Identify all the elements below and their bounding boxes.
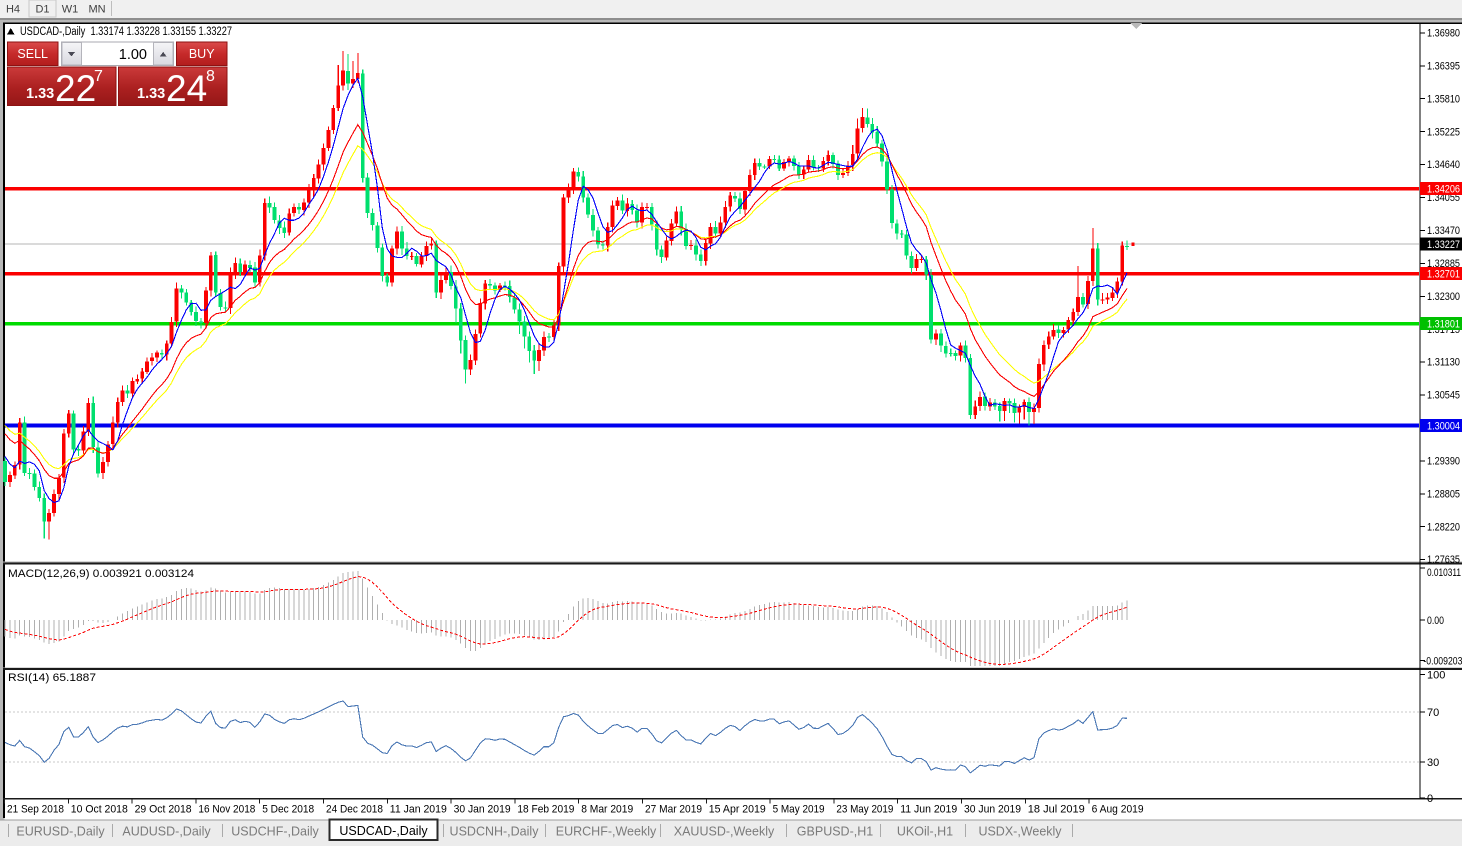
svg-text:W1: W1 <box>62 4 79 16</box>
svg-text:D1: D1 <box>35 4 49 16</box>
svg-text:GBPUSD-,H1: GBPUSD-,H1 <box>797 825 873 839</box>
svg-text:1.36395: 1.36395 <box>1427 60 1460 72</box>
svg-text:1.35225: 1.35225 <box>1427 126 1460 138</box>
svg-text:USDCAD-,Daily 1.33174 1.33228: USDCAD-,Daily 1.33174 1.33228 1.33155 1.… <box>20 26 232 38</box>
svg-text:1.31801: 1.31801 <box>1427 319 1460 331</box>
svg-text:11 Jan 2019: 11 Jan 2019 <box>390 804 447 816</box>
svg-text:0.00: 0.00 <box>1427 615 1444 627</box>
svg-text:18 Jul 2019: 18 Jul 2019 <box>1028 804 1085 816</box>
svg-text:1.30545: 1.30545 <box>1427 390 1460 402</box>
svg-text:1.32300: 1.32300 <box>1427 291 1460 303</box>
svg-text:USDCNH-,Daily: USDCNH-,Daily <box>450 825 540 839</box>
svg-text:1.28805: 1.28805 <box>1427 488 1460 500</box>
svg-text:23 May 2019: 23 May 2019 <box>836 804 893 816</box>
svg-text:30: 30 <box>1427 757 1439 769</box>
svg-text:8 Mar 2019: 8 Mar 2019 <box>581 804 633 816</box>
svg-text:24: 24 <box>166 68 207 109</box>
svg-text:30 Jun 2019: 30 Jun 2019 <box>964 804 1021 816</box>
svg-text:1.32885: 1.32885 <box>1427 258 1460 270</box>
svg-text:1.34206: 1.34206 <box>1427 184 1460 196</box>
svg-text:24 Dec 2018: 24 Dec 2018 <box>326 804 383 816</box>
svg-text:5 May 2019: 5 May 2019 <box>773 804 825 816</box>
svg-text:22: 22 <box>55 68 96 109</box>
svg-text:8: 8 <box>206 68 215 85</box>
svg-text:1.31130: 1.31130 <box>1427 357 1460 369</box>
svg-text:30 Jan 2019: 30 Jan 2019 <box>454 804 511 816</box>
svg-text:1.29390: 1.29390 <box>1427 456 1460 468</box>
svg-text:1.28220: 1.28220 <box>1427 521 1460 533</box>
svg-text:11 Jun 2019: 11 Jun 2019 <box>900 804 957 816</box>
svg-text:XAUUSD-,Weekly: XAUUSD-,Weekly <box>674 825 775 839</box>
svg-text:EURCHF-,Weekly: EURCHF-,Weekly <box>556 825 657 839</box>
svg-text:18 Feb 2019: 18 Feb 2019 <box>517 804 574 816</box>
svg-text:15 Apr 2019: 15 Apr 2019 <box>709 804 766 816</box>
svg-text:27 Mar 2019: 27 Mar 2019 <box>645 804 702 816</box>
svg-text:1.30004: 1.30004 <box>1427 420 1460 432</box>
svg-text:1.33227: 1.33227 <box>1427 239 1460 251</box>
svg-text:29 Oct 2018: 29 Oct 2018 <box>135 804 192 816</box>
svg-text:10 Oct 2018: 10 Oct 2018 <box>71 804 128 816</box>
svg-text:USDCAD-,Daily: USDCAD-,Daily <box>339 824 428 838</box>
svg-text:H4: H4 <box>6 4 20 16</box>
svg-text:EURUSD-,Daily: EURUSD-,Daily <box>16 825 105 839</box>
svg-text:0: 0 <box>1427 793 1433 805</box>
svg-text:-0.009203: -0.009203 <box>1423 655 1462 667</box>
svg-text:1.33: 1.33 <box>137 86 165 102</box>
svg-text:BUY: BUY <box>189 47 215 61</box>
svg-text:USDCHF-,Daily: USDCHF-,Daily <box>231 825 319 839</box>
svg-text:RSI(14) 65.1887: RSI(14) 65.1887 <box>8 672 96 684</box>
svg-text:6 Aug 2019: 6 Aug 2019 <box>1092 804 1144 816</box>
svg-text:UKOil-,H1: UKOil-,H1 <box>897 825 953 839</box>
svg-text:AUDUSD-,Daily: AUDUSD-,Daily <box>122 825 211 839</box>
svg-text:1.36980: 1.36980 <box>1427 28 1460 40</box>
svg-text:1.33: 1.33 <box>26 86 54 102</box>
svg-text:1.34055: 1.34055 <box>1427 192 1460 204</box>
svg-text:100: 100 <box>1427 670 1445 682</box>
svg-text:1.33470: 1.33470 <box>1427 225 1460 237</box>
svg-text:MN: MN <box>88 4 105 16</box>
svg-text:1.34640: 1.34640 <box>1427 159 1460 171</box>
svg-text:5 Dec 2018: 5 Dec 2018 <box>262 804 314 816</box>
svg-text:USDX-,Weekly: USDX-,Weekly <box>978 825 1062 839</box>
svg-text:7: 7 <box>94 68 103 85</box>
svg-text:1.00: 1.00 <box>119 47 147 63</box>
svg-text:16 Nov 2018: 16 Nov 2018 <box>198 804 255 816</box>
svg-text:MACD(12,26,9) 0.003921 0.00312: MACD(12,26,9) 0.003921 0.003124 <box>8 568 194 580</box>
svg-text:21 Sep 2018: 21 Sep 2018 <box>7 804 64 816</box>
svg-text:SELL: SELL <box>17 47 48 61</box>
svg-text:0.010311: 0.010311 <box>1427 567 1461 579</box>
svg-text:70: 70 <box>1427 707 1439 719</box>
svg-text:1.32701: 1.32701 <box>1427 269 1460 281</box>
svg-text:1.27635: 1.27635 <box>1427 554 1460 566</box>
svg-text:1.35810: 1.35810 <box>1427 93 1460 105</box>
